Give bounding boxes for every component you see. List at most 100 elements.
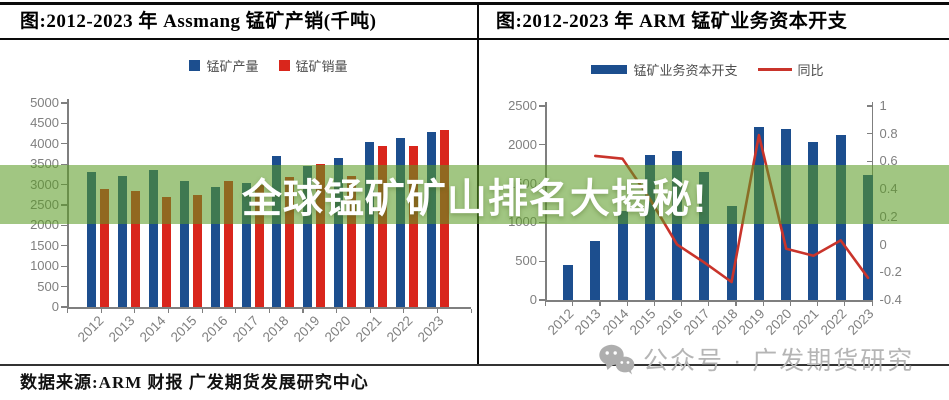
left-chart-y-tick — [61, 245, 67, 247]
right-chart-x-tick — [844, 301, 846, 306]
right-chart-right-y-tick-label: 1 — [879, 98, 887, 113]
watermark: 公众号 · 广发期货研究 — [598, 341, 914, 377]
left-chart-bar-锰矿销量-2022 — [409, 145, 419, 307]
left-chart-x-axis — [67, 307, 471, 309]
left-chart-y-tick — [61, 224, 67, 226]
left-chart-bar-锰矿销量-2015 — [192, 194, 202, 307]
left-chart-x-tick — [201, 308, 203, 313]
right-chart-left-y-tick — [539, 299, 545, 301]
left-chart-x-tick — [302, 308, 304, 313]
left-chart-bar-锰矿产量-2013 — [117, 176, 127, 307]
top-border-rule — [0, 2, 949, 5]
right-chart-left-y-tick — [539, 105, 545, 107]
legend-label: 锰矿业务资本开支 — [633, 63, 738, 78]
left-chart-bar-锰矿销量-2012 — [100, 188, 109, 307]
right-chart-x-tick — [545, 301, 547, 306]
right-chart-left-y-tick-label: 2000 — [508, 136, 537, 152]
right-chart-x-tick — [572, 301, 574, 306]
left-chart-y-tick-label: 4500 — [30, 115, 59, 131]
left-chart-bar-锰矿销量-2014 — [161, 196, 171, 307]
left-chart-bar-锰矿产量-2014 — [148, 170, 158, 307]
right-chart-right-y-tick — [866, 133, 872, 135]
right-chart-left-y-tick-label: 0 — [529, 292, 537, 307]
left-chart-y-tick-label: 1000 — [30, 258, 59, 274]
right-chart-right-y-tick-label: -0.4 — [879, 292, 902, 307]
left-chart-bar-锰矿销量-2019 — [316, 164, 326, 307]
legend-item-同比: 同比 — [757, 60, 824, 79]
right-chart-x-tick — [653, 301, 656, 306]
left-chart-y-tick — [61, 122, 67, 124]
headline-banner: 全球锰矿矿山排名大揭秘! — [0, 165, 949, 224]
right-chart-left-y-tick-label: 2500 — [508, 98, 537, 113]
left-chart-bar-锰矿产量-2015 — [179, 180, 189, 307]
right-chart-x-tick — [817, 301, 819, 306]
right-chart-left-y-tick — [539, 260, 545, 262]
left-chart-bar-锰矿销量-2016 — [223, 180, 233, 307]
legend-item-锰矿销量: 锰矿销量 — [278, 56, 348, 75]
legend-label: 同比 — [797, 63, 824, 78]
legend-bar-swatch — [189, 60, 201, 71]
left-chart-bar-锰矿产量-2016 — [210, 186, 220, 307]
right-chart-x-tick — [762, 301, 764, 306]
right-chart-right-y-tick — [866, 160, 872, 163]
legend-line-swatch — [757, 68, 792, 71]
left-chart-y-tick-label: 500 — [37, 278, 59, 294]
right-chart-legend: 锰矿业务资本开支 同比 — [545, 60, 870, 79]
right-chart-right-y-tick-label: 0.8 — [879, 125, 898, 141]
left-chart-bar-锰矿销量-2020 — [347, 175, 357, 307]
legend-label: 锰矿产量 — [206, 59, 259, 74]
left-chart-y-tick — [61, 265, 67, 267]
left-chart-bar-锰矿产量-2019 — [303, 166, 313, 307]
right-chart-x-tick — [789, 301, 792, 306]
left-chart-x-tick — [403, 308, 405, 313]
left-chart-y-tick — [61, 306, 67, 308]
left-chart-bar-锰矿产量-2021 — [365, 141, 375, 307]
data-source-note: 数据来源:ARM 财报 广发期货发展研究中心 — [20, 373, 369, 392]
right-chart-x-tick — [708, 301, 710, 306]
right-chart-bar-2014 — [617, 210, 628, 300]
right-chart-x-axis — [545, 300, 872, 302]
left-chart-x-tick — [235, 308, 237, 313]
left-chart-x-tick — [268, 308, 270, 313]
left-chart-bar-锰矿产量-2017 — [241, 182, 251, 307]
left-chart-y-tick — [61, 102, 67, 104]
right-chart-x-tick — [681, 301, 683, 306]
left-chart-bar-锰矿产量-2020 — [334, 158, 344, 307]
left-chart-bar-锰矿产量-2012 — [87, 172, 96, 307]
legend-bar-swatch — [278, 60, 290, 71]
legend-bar-swatch — [591, 65, 628, 74]
right-chart-x-tick — [871, 301, 873, 306]
left-chart-y-tick — [61, 163, 67, 165]
left-chart-x-tick — [470, 308, 472, 313]
left-chart-y-tick-label: 4000 — [30, 135, 59, 151]
left-chart-y-tick-label: 1500 — [30, 237, 59, 253]
right-chart-x-tick — [626, 301, 628, 306]
right-chart-right-y-tick-label: 0.6 — [879, 153, 898, 169]
right-chart-bar-2012 — [563, 265, 573, 300]
left-chart-title: 图:2012-2023 年 Assmang 锰矿产销(千吨) — [20, 11, 377, 32]
left-chart-x-tick — [134, 308, 136, 313]
legend-item-锰矿产量: 锰矿产量 — [189, 56, 259, 75]
right-chart-x-tick — [735, 301, 737, 306]
right-chart-x-tick — [599, 301, 601, 306]
bottom-border-rule — [0, 364, 949, 366]
left-chart-y-tick — [61, 286, 67, 288]
left-chart-legend: 锰矿产量 锰矿销量 — [67, 56, 470, 75]
legend-label: 锰矿销量 — [295, 59, 348, 74]
wechat-icon — [599, 344, 635, 374]
right-chart-right-y-tick-label: 0 — [879, 236, 887, 252]
left-chart-bar-锰矿销量-2013 — [130, 190, 140, 307]
left-chart-x-tick — [167, 308, 170, 313]
left-chart-x-tick — [336, 308, 338, 313]
right-chart-bar-2013 — [590, 241, 601, 300]
left-chart-y-tick — [61, 143, 67, 145]
title-underline-rule — [0, 38, 949, 40]
left-chart-bar-锰矿销量-2017 — [254, 184, 264, 307]
left-chart-bar-锰矿产量-2018 — [272, 156, 282, 307]
left-chart-y-tick-label: 5000 — [30, 95, 59, 110]
right-chart-left-y-tick — [539, 144, 545, 146]
right-chart-left-y-tick-label: 500 — [515, 253, 537, 269]
watermark-text: 公众号 · 广发期货研究 — [643, 347, 915, 375]
right-chart-title: 图:2012-2023 年 ARM 锰矿业务资本开支 — [496, 11, 848, 32]
